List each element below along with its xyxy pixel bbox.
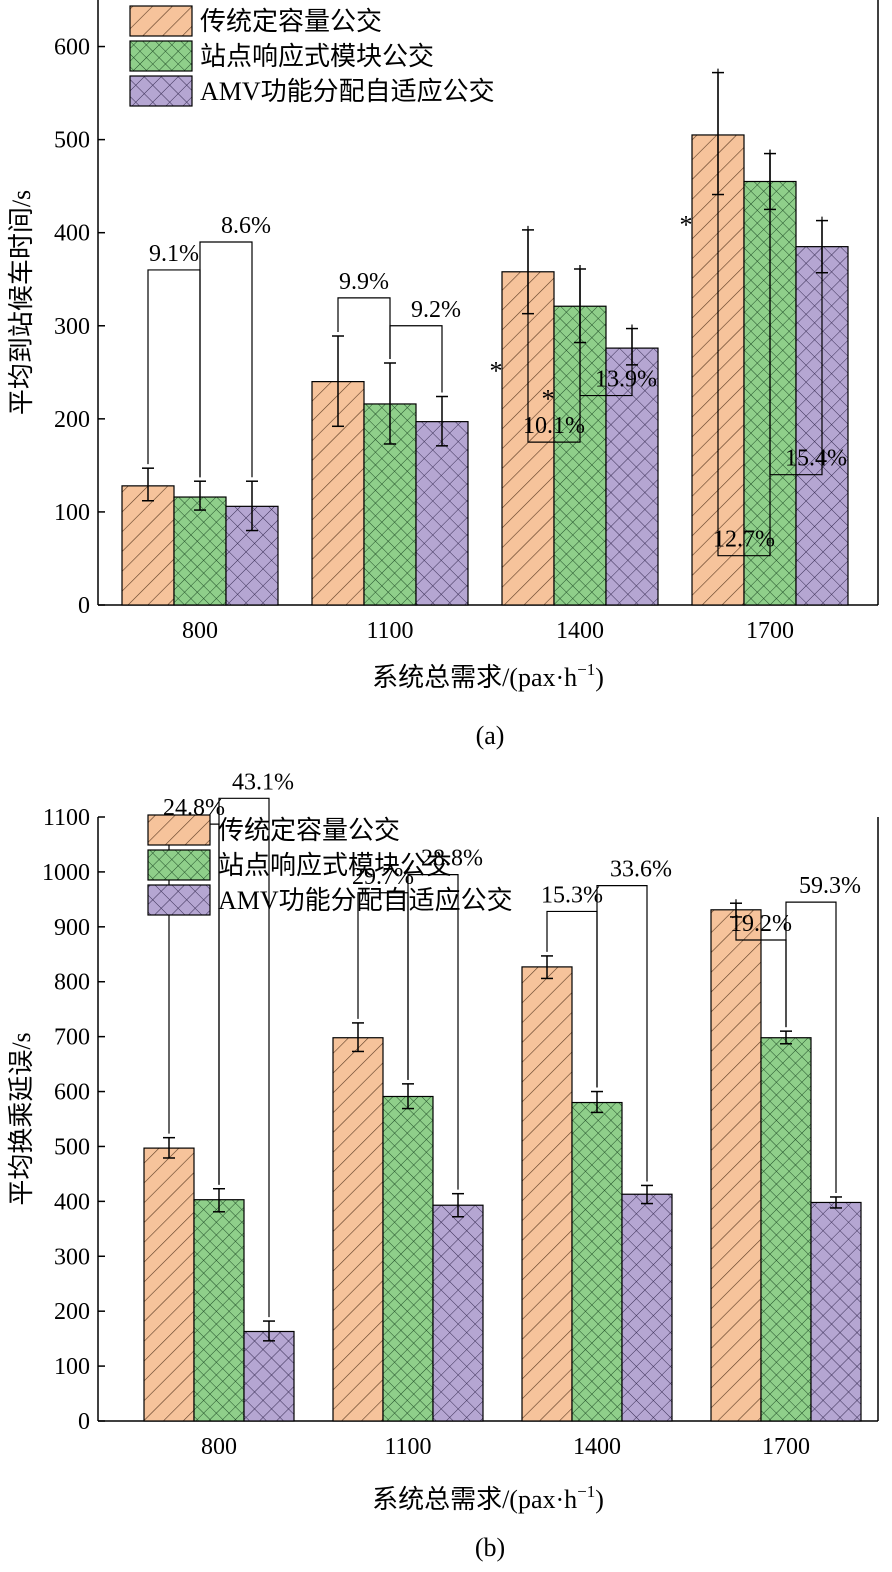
reduction-label: 19.2% bbox=[730, 911, 792, 937]
y-tick-label: 600 bbox=[54, 35, 90, 61]
bar-series-2 bbox=[415, 421, 469, 606]
significance-asterisk: * bbox=[680, 211, 693, 240]
y-tick-label: 500 bbox=[54, 1134, 90, 1160]
comparison-bracket bbox=[389, 325, 443, 393]
comparison-bracket bbox=[579, 264, 633, 397]
panel-label: (a) bbox=[476, 721, 505, 750]
y-tick-label: 1000 bbox=[42, 860, 90, 886]
bar-series-0 bbox=[521, 966, 573, 1422]
y-axis-title: 平均换乘延误/s bbox=[7, 1032, 36, 1205]
comparison-bracket bbox=[218, 797, 270, 1318]
reduction-label: 15.4% bbox=[785, 446, 847, 472]
bar-series-1 bbox=[193, 1199, 245, 1422]
reduction-label: 13.9% bbox=[595, 367, 657, 393]
reduction-label: 29.7% bbox=[352, 864, 414, 890]
y-tick-label: 700 bbox=[54, 1025, 90, 1051]
x-tick-label: 1700 bbox=[762, 1434, 810, 1460]
legend-swatch-0 bbox=[147, 814, 211, 846]
reduction-label: 8.6% bbox=[221, 213, 271, 239]
legend-label-0: 传统定容量公交 bbox=[218, 816, 400, 845]
x-axis-title: 系统总需求/(pax·h−1) bbox=[372, 660, 604, 692]
legend-swatch-1 bbox=[129, 40, 193, 72]
comparison-bracket bbox=[337, 297, 391, 359]
x-axis-title-end: ) bbox=[595, 1485, 604, 1514]
y-tick-label: 1100 bbox=[43, 805, 90, 831]
reduction-label: 10.1% bbox=[523, 413, 585, 439]
comparison-bracket bbox=[147, 269, 201, 478]
legend-swatch-1 bbox=[147, 849, 211, 881]
legend-label-1: 站点响应式模块公交 bbox=[218, 851, 452, 880]
legend-label-1: 站点响应式模块公交 bbox=[200, 42, 434, 71]
x-axis-title-sup: −1 bbox=[577, 1482, 595, 1501]
legend-swatch-0 bbox=[129, 5, 193, 37]
reduction-label: 59.3% bbox=[799, 873, 861, 899]
y-axis-title: 平均到站候车时间/s bbox=[7, 190, 36, 415]
reduction-label: 43.1% bbox=[232, 769, 294, 795]
y-tick-label: 900 bbox=[54, 915, 90, 941]
bar-series-0 bbox=[332, 1037, 384, 1422]
comparison-bracket bbox=[407, 874, 459, 1190]
bar-series-2 bbox=[621, 1193, 673, 1422]
y-tick-label: 800 bbox=[54, 970, 90, 996]
y-tick-label: 600 bbox=[54, 1080, 90, 1106]
x-axis-title-main: 系统总需求/(pax·h bbox=[372, 663, 577, 692]
comparison-bracket bbox=[769, 149, 823, 476]
x-tick-label: 1700 bbox=[746, 618, 794, 644]
reduction-label: 33.6% bbox=[610, 857, 672, 883]
y-tick-label: 0 bbox=[78, 593, 90, 619]
y-tick-label: 100 bbox=[54, 500, 90, 526]
comparison-bracket bbox=[596, 885, 648, 1182]
reduction-label: 9.2% bbox=[411, 297, 461, 323]
bar-series-0 bbox=[143, 1147, 195, 1422]
x-tick-label: 1400 bbox=[573, 1434, 621, 1460]
x-axis-title-sup: −1 bbox=[577, 660, 595, 679]
x-tick-label: 1400 bbox=[556, 618, 604, 644]
reduction-label: 15.3% bbox=[541, 882, 603, 908]
y-tick-label: 200 bbox=[54, 407, 90, 433]
reduction-label: 28.8% bbox=[421, 846, 483, 872]
y-tick-label: 400 bbox=[54, 1189, 90, 1215]
y-tick-label: 0 bbox=[78, 1409, 90, 1435]
chart-panel-a: 0 100 200 300 400 500 600 800 1100 1400 1700 * * * 9.1… bbox=[7, 0, 879, 750]
bar-series-2 bbox=[432, 1204, 484, 1422]
significance-asterisk: * bbox=[542, 385, 555, 414]
reduction-label: 9.9% bbox=[339, 269, 389, 295]
legend-label-2: AMV功能分配自适应公交 bbox=[218, 886, 513, 915]
y-tick-label: 300 bbox=[54, 1244, 90, 1270]
significance-asterisk: * bbox=[490, 357, 503, 386]
panel-label: (b) bbox=[475, 1533, 505, 1562]
reduction-label: 9.1% bbox=[149, 241, 199, 267]
bar-series-0 bbox=[121, 485, 175, 606]
y-tick-label: 400 bbox=[54, 221, 90, 247]
comparison-bracket bbox=[199, 241, 253, 478]
bar-series-1 bbox=[382, 1095, 434, 1422]
bar-series-1 bbox=[760, 1037, 812, 1422]
reduction-label: 12.7% bbox=[713, 527, 775, 553]
bar-series-1 bbox=[571, 1101, 623, 1422]
legend-label-0: 传统定容量公交 bbox=[200, 7, 382, 36]
bar-series-2 bbox=[243, 1330, 295, 1422]
y-tick-label: 100 bbox=[54, 1354, 90, 1380]
y-tick-label: 200 bbox=[54, 1299, 90, 1325]
y-tick-label: 300 bbox=[54, 314, 90, 340]
x-tick-label: 800 bbox=[201, 1434, 237, 1460]
y-tick-label: 500 bbox=[54, 128, 90, 154]
bar-series-2 bbox=[810, 1201, 862, 1422]
comparison-bracket bbox=[785, 901, 837, 1193]
legend-swatch-2 bbox=[129, 75, 193, 107]
x-tick-label: 800 bbox=[182, 618, 218, 644]
x-axis-title-main: 系统总需求/(pax·h bbox=[372, 1485, 577, 1514]
legend-swatch-2 bbox=[147, 884, 211, 916]
x-tick-label: 1100 bbox=[366, 618, 413, 644]
chart-panel-b: 0 100 200 300 400 500 600 700 800 900 1000 1100 800 1… bbox=[7, 769, 879, 1562]
x-axis-title: 系统总需求/(pax·h−1) bbox=[372, 1482, 604, 1514]
bar-series-0 bbox=[710, 909, 762, 1422]
bar-series-1 bbox=[173, 496, 227, 606]
x-tick-label: 1100 bbox=[384, 1434, 431, 1460]
x-axis-title-end: ) bbox=[595, 663, 604, 692]
legend-label-2: AMV功能分配自适应公交 bbox=[200, 77, 495, 106]
